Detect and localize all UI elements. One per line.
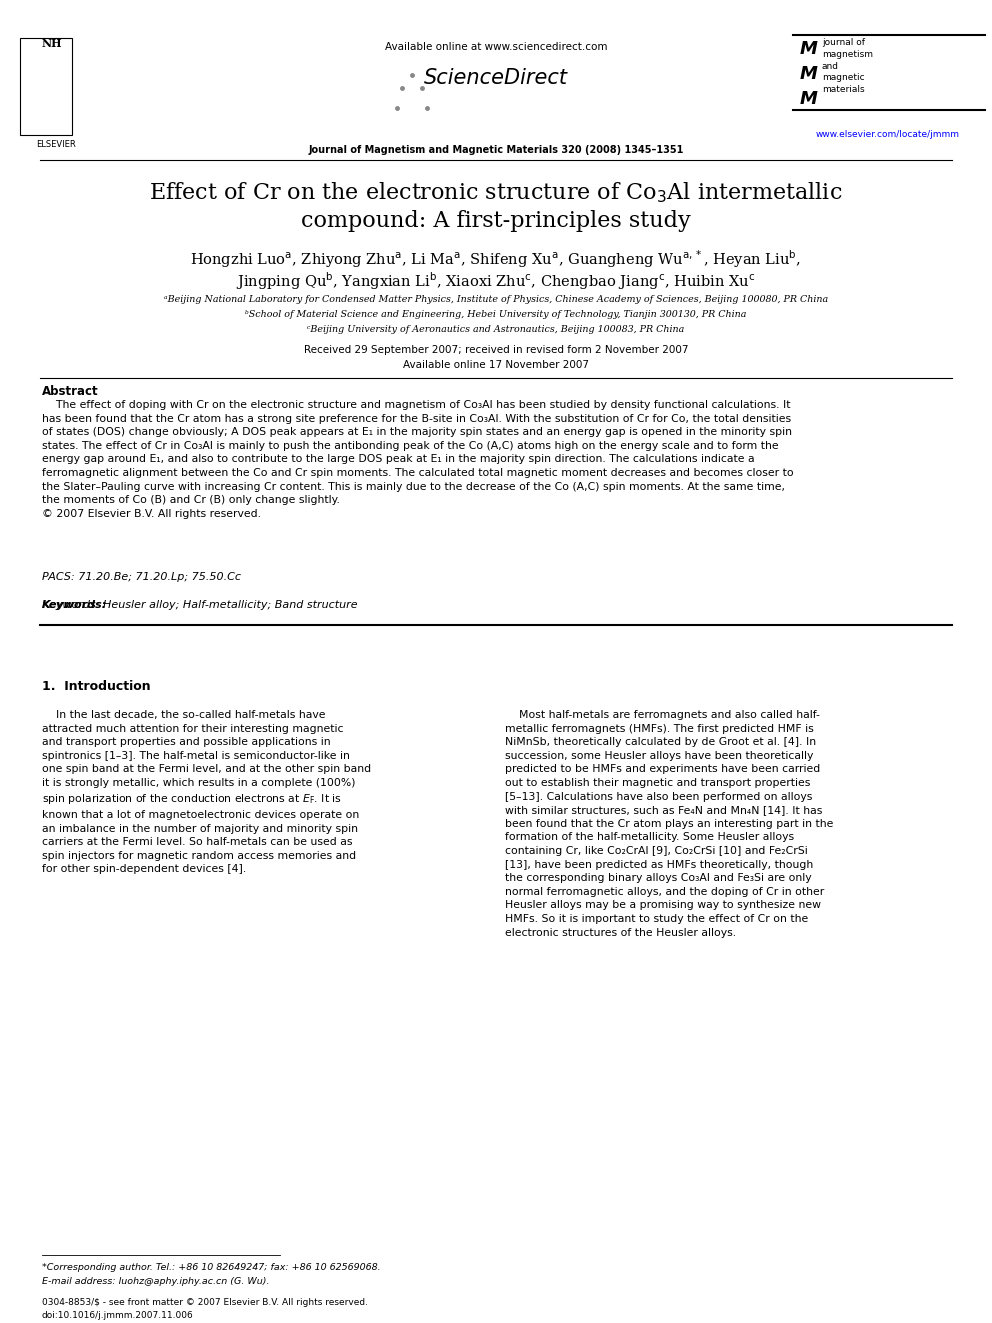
Text: M: M [800,90,817,108]
Text: ScienceDirect: ScienceDirect [424,67,568,89]
Text: E-mail address: luohz@aphy.iphy.ac.cn (G. Wu).: E-mail address: luohz@aphy.iphy.ac.cn (G… [42,1277,270,1286]
Text: NH: NH [42,38,62,49]
Text: Jingping Qu$^{\rm b}$, Yangxian Li$^{\rm b}$, Xiaoxi Zhu$^{\rm c}$, Chengbao Jia: Jingping Qu$^{\rm b}$, Yangxian Li$^{\rm… [236,270,756,291]
Text: Received 29 September 2007; received in revised form 2 November 2007: Received 29 September 2007; received in … [304,345,688,355]
Text: PACS: 71.20.Be; 71.20.Lp; 75.50.Cc: PACS: 71.20.Be; 71.20.Lp; 75.50.Cc [42,572,241,582]
Text: doi:10.1016/j.jmmm.2007.11.006: doi:10.1016/j.jmmm.2007.11.006 [42,1311,193,1320]
Text: Available online 17 November 2007: Available online 17 November 2007 [403,360,589,370]
Text: ᶜBeijing University of Aeronautics and Astronautics, Beijing 100083, PR China: ᶜBeijing University of Aeronautics and A… [308,325,684,333]
Text: Hongzhi Luo$^{\rm a}$, Zhiyong Zhu$^{\rm a}$, Li Ma$^{\rm a}$, Shifeng Xu$^{\rm : Hongzhi Luo$^{\rm a}$, Zhiyong Zhu$^{\rm… [190,247,802,270]
Text: compound: A first-principles study: compound: A first-principles study [302,210,690,232]
Text: Effect of Cr on the electronic structure of Co$_3$Al intermetallic: Effect of Cr on the electronic structure… [149,180,843,205]
Text: ᵇSchool of Material Science and Engineering, Hebei University of Technology, Tia: ᵇSchool of Material Science and Engineer… [245,310,747,319]
Text: ᵃBeijing National Laboratory for Condensed Matter Physics, Institute of Physics,: ᵃBeijing National Laboratory for Condens… [164,295,828,304]
Text: Keywords: Heusler alloy; Half-metallicity; Band structure: Keywords: Heusler alloy; Half-metallicit… [42,601,358,610]
Text: *Corresponding author. Tel.: +86 10 82649247; fax: +86 10 62569068.: *Corresponding author. Tel.: +86 10 8264… [42,1263,381,1271]
Text: 0304-8853/$ - see front matter © 2007 Elsevier B.V. All rights reserved.: 0304-8853/$ - see front matter © 2007 El… [42,1298,368,1307]
Text: ELSEVIER: ELSEVIER [36,140,75,149]
Text: Abstract: Abstract [42,385,98,398]
Text: 1.  Introduction: 1. Introduction [42,680,151,693]
Bar [20,38,72,135]
Text: The effect of doping with Cr on the electronic structure and magnetism of Co₃Al : The effect of doping with Cr on the elec… [42,400,794,519]
Text: M: M [800,40,817,58]
Text: M: M [800,65,817,83]
Text: Available online at www.sciencedirect.com: Available online at www.sciencedirect.co… [385,42,607,52]
Text: In the last decade, the so-called half-metals have
attracted much attention for : In the last decade, the so-called half-m… [42,710,371,875]
Text: Keywords:: Keywords: [42,601,107,610]
Text: Journal of Magnetism and Magnetic Materials 320 (2008) 1345–1351: Journal of Magnetism and Magnetic Materi… [309,146,683,155]
Text: journal of
magnetism
and
magnetic
materials: journal of magnetism and magnetic materi… [822,38,873,94]
Text: Most half-metals are ferromagnets and also called half-
metallic ferromagnets (H: Most half-metals are ferromagnets and al… [505,710,833,938]
Text: www.elsevier.com/locate/jmmm: www.elsevier.com/locate/jmmm [816,130,960,139]
